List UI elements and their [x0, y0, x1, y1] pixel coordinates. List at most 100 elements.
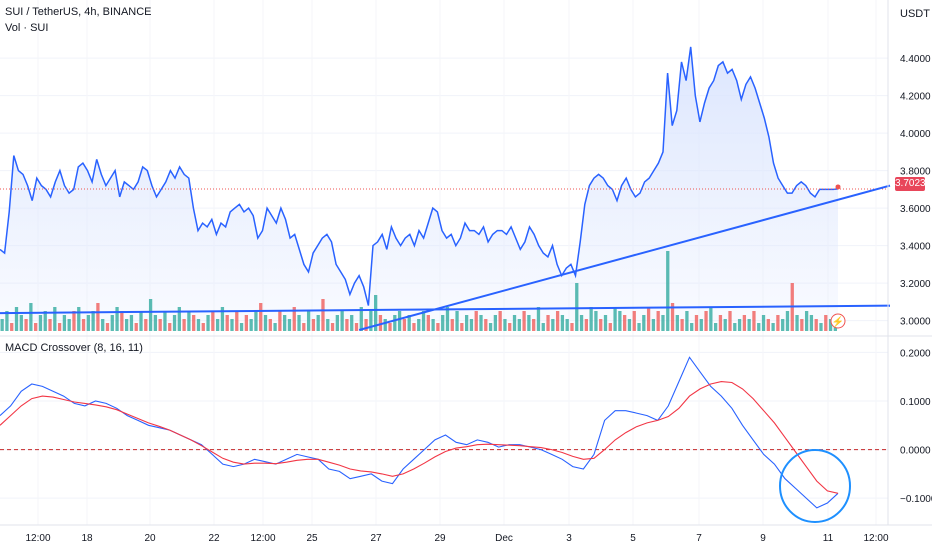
price-tick-label: 4.4000: [900, 54, 931, 65]
price-pane[interactable]: [0, 46, 888, 331]
volume-bar: [761, 315, 766, 331]
volume-bar: [326, 319, 330, 331]
volume-bar: [488, 323, 493, 331]
time-tick-label: 7: [696, 533, 702, 544]
volume-bar: [225, 315, 229, 331]
volume-bar: [828, 319, 833, 331]
volume-bar: [86, 315, 90, 331]
price-tick-label: 4.0000: [900, 129, 931, 140]
volume-bar: [105, 323, 110, 331]
volume-bar: [364, 319, 368, 331]
volume-bar: [177, 307, 181, 331]
volume-title[interactable]: Vol · SUI: [5, 22, 49, 34]
volume-bar: [34, 323, 38, 331]
volume-bar: [5, 311, 9, 331]
volume-bar: [278, 311, 282, 331]
volume-bar: [436, 323, 440, 331]
volume-bar: [182, 319, 186, 331]
volume-bar: [709, 307, 713, 331]
volume-bar: [220, 307, 225, 331]
axes: 4.4000 4.2000 4.0000 3.8000 3.6000 3.4000 3.20…: [25, 54, 932, 544]
trendline: [0, 304, 891, 315]
volume-bar: [24, 319, 28, 331]
volume-bar: [393, 315, 397, 331]
volume-bar: [608, 323, 612, 331]
time-tick-label: 29: [434, 533, 446, 544]
volume-bar: [551, 319, 555, 331]
volume-bar: [522, 311, 526, 331]
volume-bar: [646, 307, 651, 331]
volume-bar: [431, 319, 435, 331]
volume-bar: [201, 323, 205, 331]
volume-bar: [685, 311, 689, 331]
price-line: [0, 46, 839, 306]
volume-bar: [450, 319, 454, 331]
volume-bar: [512, 315, 517, 331]
volume-bar: [757, 323, 761, 331]
time-tick-label: 25: [306, 533, 318, 544]
volume-bar: [297, 315, 301, 331]
volume-bar: [369, 311, 373, 331]
symbol-title[interactable]: SUI / TetherUS, 4h, BINANCE: [5, 6, 152, 18]
volume-pane: [0, 251, 837, 331]
volume-bar: [407, 315, 411, 331]
volume-bar: [402, 319, 407, 331]
volume-bar: [532, 319, 536, 331]
volume-bar: [53, 307, 57, 331]
volume-bar: [584, 319, 588, 331]
volume-bar: [259, 303, 263, 331]
macd-pane[interactable]: [0, 356, 888, 509]
volume-bar: [388, 323, 392, 331]
time-tick-label: 18: [81, 533, 93, 544]
volume-bar: [148, 299, 153, 331]
volume-bar: [627, 319, 632, 331]
volume-bar: [637, 323, 641, 331]
time-tick-label: 12:00: [863, 533, 888, 544]
volume-bar: [340, 311, 344, 331]
volume-bar: [249, 319, 253, 331]
volume-bar: [752, 311, 756, 331]
volume-bar: [263, 315, 268, 331]
volume-bar: [618, 311, 622, 331]
last-price-dot: [835, 184, 841, 190]
lightning-icon[interactable]: ⚡: [832, 315, 844, 328]
volume-bar: [57, 323, 62, 331]
volume-bar: [168, 323, 172, 331]
volume-bar: [536, 307, 541, 331]
trendline: [358, 184, 891, 331]
volume-bar: [81, 319, 86, 331]
volume-bar: [287, 319, 292, 331]
volume-bar: [144, 319, 148, 331]
volume-bar: [747, 319, 751, 331]
volume-bar: [335, 315, 339, 331]
volume-bar: [599, 319, 603, 331]
volume-bar: [211, 311, 215, 331]
volume-bar: [742, 315, 747, 331]
volume-bar: [196, 319, 201, 331]
lightning-icon-bg[interactable]: [830, 313, 846, 329]
volume-bar: [565, 319, 569, 331]
volume-bar: [713, 323, 718, 331]
currency-label[interactable]: USDT: [900, 8, 930, 20]
volume-bar: [311, 319, 316, 331]
volume-bar: [517, 319, 521, 331]
macd-title[interactable]: MACD Crossover (8, 16, 11): [5, 342, 143, 354]
trendlines[interactable]: [0, 184, 891, 331]
volume-bar: [321, 299, 325, 331]
volume-bar: [675, 315, 679, 331]
price-tick-label: 3.6000: [900, 204, 931, 215]
volume-bar: [493, 315, 498, 331]
volume-bar: [283, 315, 287, 331]
volume-bar: [101, 319, 105, 331]
volume-bar: [723, 319, 727, 331]
volume-bar: [699, 319, 703, 331]
price-tick-label: 3.8000: [900, 167, 931, 178]
volume-bar: [235, 311, 239, 331]
volume-bar: [239, 323, 244, 331]
time-tick-label: 3: [566, 533, 572, 544]
volume-bar: [541, 323, 545, 331]
volume-bar: [666, 251, 670, 331]
time-tick-label: Dec: [495, 533, 513, 544]
volume-bar: [192, 315, 196, 331]
